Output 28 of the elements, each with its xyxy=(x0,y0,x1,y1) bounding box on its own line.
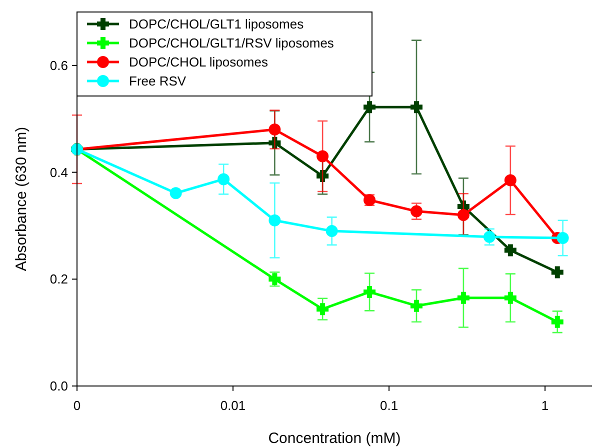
legend-label: DOPC/CHOL/GLT1/RSV liposomes xyxy=(129,36,334,51)
x-tick-label: 1 xyxy=(541,398,549,413)
legend-label: DOPC/CHOL/GLT1 liposomes xyxy=(129,16,304,32)
point xyxy=(268,124,281,136)
point xyxy=(316,150,329,162)
point xyxy=(410,101,422,114)
y-tick-label: 0.2 xyxy=(50,272,68,287)
x-axis-title: Concentration (mM) xyxy=(268,430,401,447)
legend-label: DOPC/CHOL liposomes xyxy=(129,54,268,70)
point xyxy=(551,266,564,278)
x-tick-label: 0.01 xyxy=(220,398,246,413)
point xyxy=(316,303,329,316)
y-axis-title: Absorbance (630 nm) xyxy=(13,126,30,272)
point xyxy=(457,209,470,222)
point xyxy=(410,300,422,312)
point xyxy=(504,174,516,186)
point xyxy=(551,316,564,328)
x-tick-label: 0 xyxy=(73,398,81,413)
point xyxy=(364,101,376,114)
point xyxy=(364,286,376,298)
point xyxy=(457,292,470,304)
y-tick-label: 0.4 xyxy=(50,164,68,180)
point xyxy=(504,244,516,256)
legend-label: Free RSV xyxy=(129,74,186,89)
y-tick-label: 0.6 xyxy=(50,58,68,73)
point xyxy=(504,292,516,304)
y-tick-label: 0.0 xyxy=(50,378,68,394)
x-tick-label: 0.1 xyxy=(380,398,398,413)
